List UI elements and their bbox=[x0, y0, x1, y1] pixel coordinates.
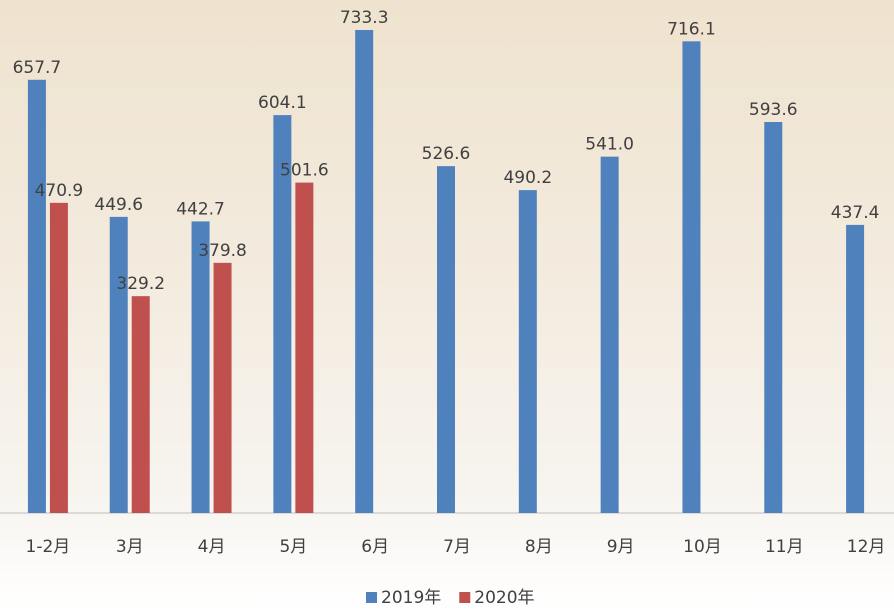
bar bbox=[131, 296, 150, 513]
bar bbox=[846, 224, 865, 513]
x-tick-label: 9月 bbox=[607, 537, 635, 557]
legend-swatch bbox=[459, 592, 471, 603]
x-tick-label: 4月 bbox=[198, 537, 226, 557]
bar bbox=[27, 79, 46, 514]
data-label: 733.3 bbox=[340, 8, 389, 28]
data-label: 501.6 bbox=[280, 161, 329, 181]
data-label: 541.0 bbox=[585, 135, 634, 155]
data-label: 329.2 bbox=[116, 274, 165, 294]
data-label: 449.6 bbox=[94, 195, 143, 215]
x-tick-label: 7月 bbox=[443, 537, 471, 557]
data-label: 437.4 bbox=[831, 203, 880, 223]
x-tick-label: 1-2月 bbox=[26, 537, 71, 557]
bar bbox=[437, 166, 455, 513]
bar bbox=[109, 216, 128, 513]
bar bbox=[682, 41, 701, 513]
x-tick-label: 5月 bbox=[279, 537, 307, 557]
x-tick-label: 8月 bbox=[525, 537, 553, 557]
data-label: 604.1 bbox=[258, 93, 307, 113]
data-label: 490.2 bbox=[503, 168, 552, 188]
bar bbox=[295, 182, 314, 513]
data-label: 716.1 bbox=[667, 19, 716, 39]
bar bbox=[273, 115, 292, 514]
x-tick-label: 12月 bbox=[847, 537, 886, 557]
data-label: 470.9 bbox=[35, 181, 84, 201]
bar bbox=[49, 202, 68, 513]
bar bbox=[600, 156, 619, 513]
bar bbox=[355, 30, 374, 513]
bar bbox=[518, 190, 537, 514]
data-label: 379.8 bbox=[198, 241, 247, 261]
x-tick-label: 11月 bbox=[765, 537, 804, 557]
x-tick-label: 3月 bbox=[116, 537, 144, 557]
legend-label: 2020年 bbox=[474, 588, 534, 608]
data-label: 593.6 bbox=[749, 100, 798, 120]
bar bbox=[213, 262, 232, 513]
x-tick-label: 6月 bbox=[361, 537, 389, 557]
legend-label: 2019年 bbox=[381, 588, 441, 608]
bar bbox=[764, 122, 783, 513]
legend-swatch bbox=[366, 592, 377, 603]
data-label: 657.7 bbox=[13, 58, 62, 78]
bar bbox=[191, 221, 210, 513]
data-label: 526.6 bbox=[422, 144, 471, 164]
data-label: 442.7 bbox=[176, 199, 225, 219]
x-tick-label: 10月 bbox=[683, 537, 722, 557]
